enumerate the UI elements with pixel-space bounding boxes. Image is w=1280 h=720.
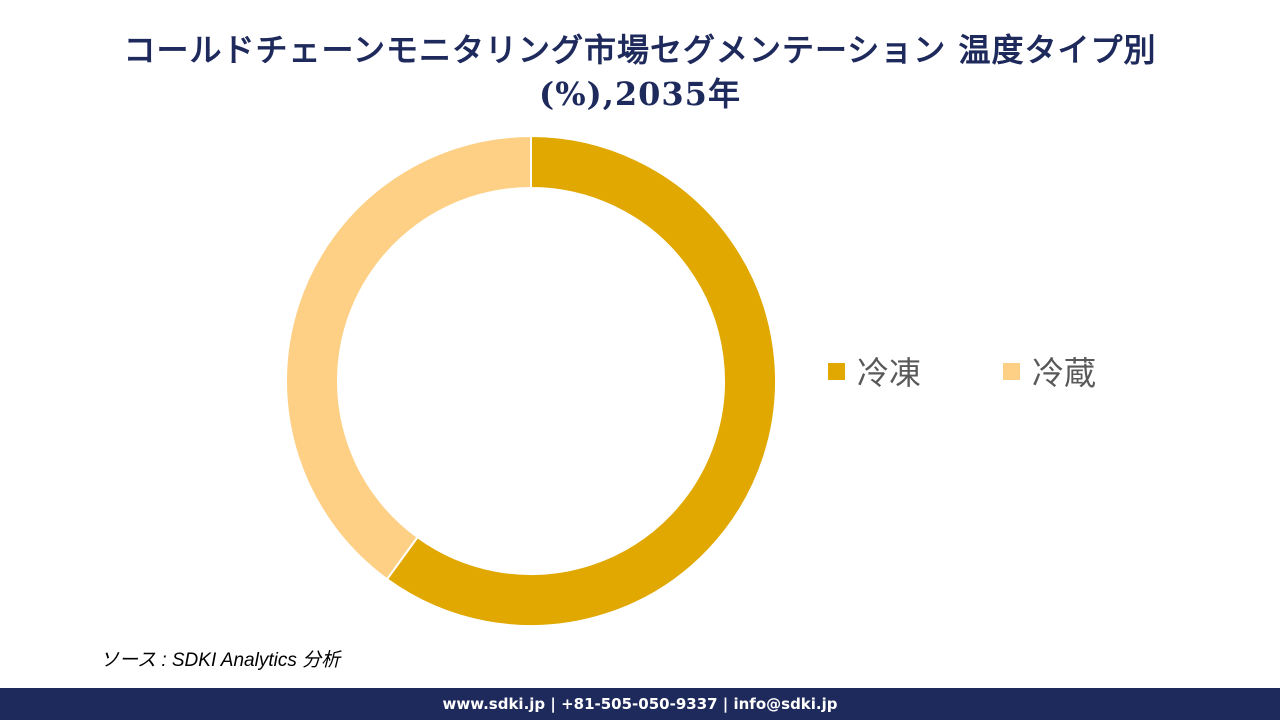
chart-legend: 冷凍 冷蔵 bbox=[828, 348, 1178, 394]
donut-chart bbox=[285, 134, 777, 627]
legend-item-2: 冷蔵 bbox=[1003, 348, 1096, 394]
chart-title: コールドチェーンモニタリング市場セグメンテーション 温度タイプ別 (%),203… bbox=[40, 28, 1240, 116]
legend-label-2: 冷蔵 bbox=[1032, 354, 1097, 392]
chart-title-line-1: コールドチェーンモニタリング市場セグメンテーション 温度タイプ別 bbox=[123, 31, 1157, 69]
donut-slice-2 bbox=[285, 134, 532, 581]
donut-slice-1 bbox=[385, 134, 777, 627]
chart-title-line-2: (%),2035年 bbox=[539, 75, 741, 113]
legend-swatch-2 bbox=[1003, 362, 1021, 380]
source-note: ソース : SDKI Analytics 分析 bbox=[100, 650, 341, 671]
legend-label-1: 冷凍 bbox=[857, 354, 922, 392]
footer-bar: www.sdki.jp | +81-505-050-9337 | info@sd… bbox=[0, 688, 1280, 720]
legend-item-1: 冷凍 bbox=[828, 348, 921, 394]
legend-swatch-1 bbox=[828, 362, 845, 380]
footer-contact[interactable]: www.sdki.jp | +81-505-050-9337 | info@sd… bbox=[442, 695, 838, 713]
